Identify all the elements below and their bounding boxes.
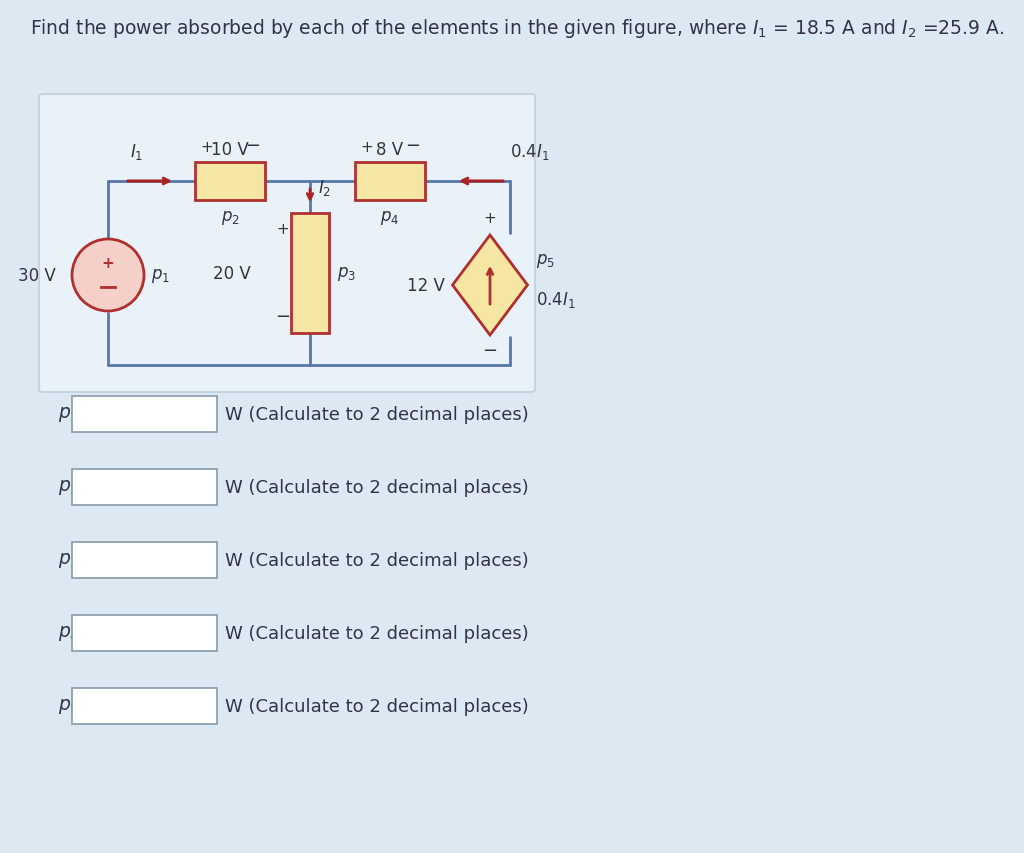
Text: W (Calculate to 2 decimal places): W (Calculate to 2 decimal places) xyxy=(225,697,528,715)
Text: $p_4$: $p_4$ xyxy=(380,209,399,227)
Text: $p_2$ =: $p_2$ = xyxy=(58,478,100,497)
Bar xyxy=(291,214,329,334)
Text: +: + xyxy=(276,222,290,237)
Text: −: − xyxy=(482,341,498,360)
Text: $p_1$ =: $p_1$ = xyxy=(58,405,100,424)
Text: 30 V: 30 V xyxy=(18,267,56,285)
Text: $p_5$: $p_5$ xyxy=(536,252,554,270)
Text: $I_1$: $I_1$ xyxy=(130,142,143,162)
Bar xyxy=(72,688,217,724)
Bar xyxy=(195,163,265,200)
Text: $p_5$ =: $p_5$ = xyxy=(58,697,100,716)
Text: 8 V: 8 V xyxy=(377,141,403,159)
Text: $p_1$: $p_1$ xyxy=(151,267,170,285)
Text: −: − xyxy=(404,136,420,154)
Text: $p_3$: $p_3$ xyxy=(337,264,356,282)
Text: W (Calculate to 2 decimal places): W (Calculate to 2 decimal places) xyxy=(225,479,528,496)
Text: +: + xyxy=(483,211,497,226)
Text: $0.4I_1$: $0.4I_1$ xyxy=(536,290,575,310)
Bar xyxy=(72,543,217,578)
Text: 10 V: 10 V xyxy=(211,141,249,159)
Bar xyxy=(72,469,217,506)
Bar xyxy=(355,163,425,200)
Polygon shape xyxy=(453,235,527,335)
Text: Find the power absorbed by each of the elements in the given figure, where $I_1$: Find the power absorbed by each of the e… xyxy=(30,16,1005,39)
Text: W (Calculate to 2 decimal places): W (Calculate to 2 decimal places) xyxy=(225,551,528,569)
Text: $I_2$: $I_2$ xyxy=(318,177,331,198)
Text: 12 V: 12 V xyxy=(407,276,444,294)
Bar xyxy=(72,397,217,432)
Text: +: + xyxy=(101,256,115,271)
Text: −: − xyxy=(275,308,291,326)
Text: W (Calculate to 2 decimal places): W (Calculate to 2 decimal places) xyxy=(225,405,528,423)
Text: $0.4I_1$: $0.4I_1$ xyxy=(510,142,550,162)
Text: W (Calculate to 2 decimal places): W (Calculate to 2 decimal places) xyxy=(225,624,528,642)
Text: +: + xyxy=(200,140,213,154)
Bar xyxy=(72,615,217,651)
Text: $p_2$: $p_2$ xyxy=(220,209,240,227)
FancyBboxPatch shape xyxy=(39,95,535,392)
Text: +: + xyxy=(360,140,373,154)
Text: $p_3$ =: $p_3$ = xyxy=(58,551,100,570)
Circle shape xyxy=(72,240,144,311)
Text: −: − xyxy=(245,136,260,154)
Text: $p_4$ =: $p_4$ = xyxy=(58,624,100,643)
Text: 20 V: 20 V xyxy=(213,264,251,282)
